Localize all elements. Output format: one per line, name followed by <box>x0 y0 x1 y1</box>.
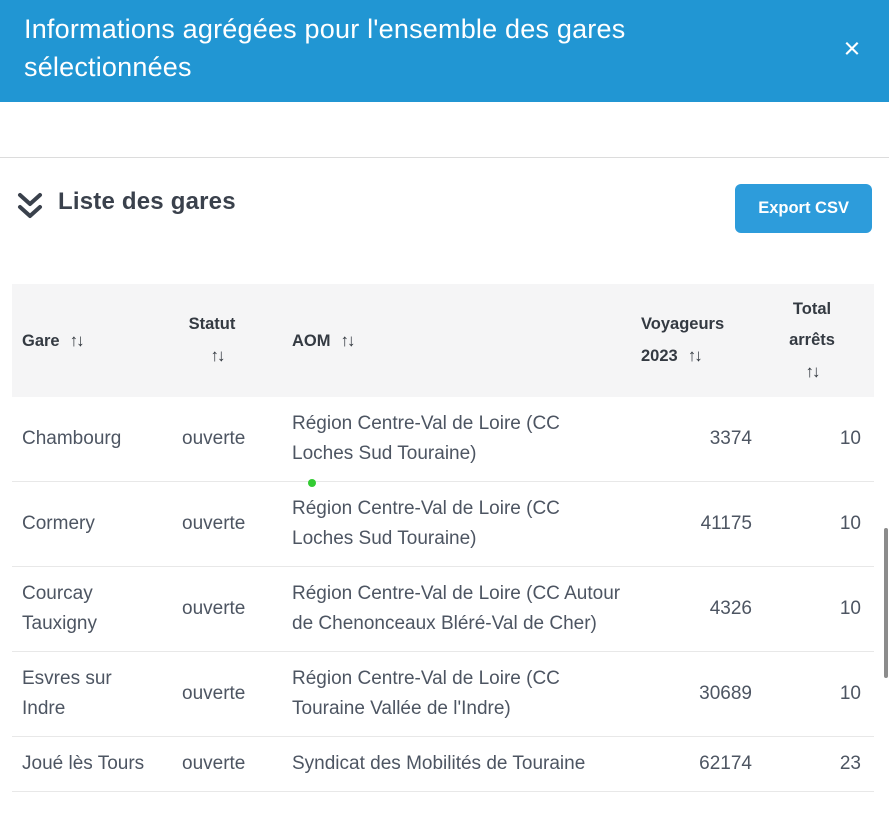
cell-aom: Syndicat des Mobilités de Touraine <box>292 753 586 774</box>
table-row: Cormery ouverte Région Centre-Val de Loi… <box>12 482 874 567</box>
cell-gare: Cormery <box>22 513 95 534</box>
table-row: Esvres sur Indre ouverte Région Centre-V… <box>12 652 874 737</box>
cell-aom: Région Centre-Val de Loire (CC Autour de… <box>292 583 621 634</box>
cell-aom: Région Centre-Val de Loire (CC Loches Su… <box>292 413 560 464</box>
cell-aom: Région Centre-Val de Loire (CC Loches Su… <box>292 498 560 549</box>
export-csv-button[interactable]: Export CSV <box>735 184 872 233</box>
table-row: Courcay Tauxigny ouverte Région Centre-V… <box>12 567 874 652</box>
close-icon: × <box>843 32 861 65</box>
cell-voyageurs: 30689 <box>699 683 752 704</box>
column-label: Voyageurs 2023 <box>641 315 725 365</box>
scrollbar-thumb[interactable] <box>884 528 888 678</box>
table-row: Chambourg ouverte Région Centre-Val de L… <box>12 397 874 482</box>
section-title: Liste des gares <box>58 188 236 215</box>
cell-arrets: 10 <box>839 683 861 704</box>
cell-arrets: 10 <box>839 513 861 534</box>
column-header-aom[interactable]: AOM ↑↓ <box>282 325 631 357</box>
section-header: Liste des gares Export CSV <box>0 184 889 260</box>
column-label: Gare <box>22 331 60 350</box>
double-chevron-down-icon[interactable] <box>16 192 44 222</box>
column-header-total-arrets[interactable]: Total arrêts ↑↓ <box>762 294 874 388</box>
sort-icon: ↑↓ <box>805 361 821 381</box>
cell-gare: Esvres sur Indre <box>22 668 112 719</box>
cell-arrets: 10 <box>839 598 861 619</box>
cell-voyageurs: 3374 <box>709 428 752 449</box>
close-button[interactable]: × <box>833 30 871 68</box>
sort-icon: ↑↓ <box>687 346 703 365</box>
cell-arrets: 10 <box>839 428 861 449</box>
cell-statut: ouverte <box>182 598 246 619</box>
column-header-gare[interactable]: Gare ↑↓ <box>12 325 172 357</box>
section-divider <box>0 157 889 158</box>
cell-aom: Région Centre-Val de Loire (CC Touraine … <box>292 668 560 719</box>
cell-statut: ouverte <box>182 753 246 774</box>
modal-title: Informations agrégées pour l'ensemble de… <box>24 14 626 82</box>
map-marker-dot <box>308 479 316 487</box>
sort-icon: ↑↓ <box>210 346 226 365</box>
sort-icon: ↑↓ <box>340 330 356 350</box>
cell-statut: ouverte <box>182 683 246 704</box>
column-label: Total arrêts <box>789 299 835 349</box>
table-body: Chambourg ouverte Région Centre-Val de L… <box>12 397 874 792</box>
cell-gare: Chambourg <box>22 428 122 449</box>
sort-icon: ↑↓ <box>69 330 85 350</box>
table-row: Joué lès Tours ouverte Syndicat des Mobi… <box>12 737 874 792</box>
cell-arrets: 23 <box>839 753 861 774</box>
cell-gare: Courcay Tauxigny <box>22 583 97 634</box>
column-label: AOM <box>292 331 331 350</box>
column-header-voyageurs-2023[interactable]: Voyageurs 2023 ↑↓ <box>631 309 762 372</box>
cell-voyageurs: 41175 <box>700 513 752 534</box>
cell-voyageurs: 4326 <box>709 598 752 619</box>
cell-gare: Joué lès Tours <box>22 753 145 774</box>
cell-statut: ouverte <box>182 513 246 534</box>
gares-section: Liste des gares Export CSV Gare ↑↓ Statut… <box>0 158 889 792</box>
column-label: Statut <box>188 315 236 333</box>
modal-header: Informations agrégées pour l'ensemble de… <box>0 0 889 102</box>
column-header-statut[interactable]: Statut ↑↓ <box>172 309 282 372</box>
gares-table: Gare ↑↓ Statut ↑↓ AOM ↑↓ Voyageurs 2023 ↑↓ … <box>12 284 874 792</box>
cell-statut: ouverte <box>182 428 246 449</box>
cell-voyageurs: 62174 <box>699 753 752 774</box>
table-header-row: Gare ↑↓ Statut ↑↓ AOM ↑↓ Voyageurs 2023 ↑↓ … <box>12 284 874 397</box>
